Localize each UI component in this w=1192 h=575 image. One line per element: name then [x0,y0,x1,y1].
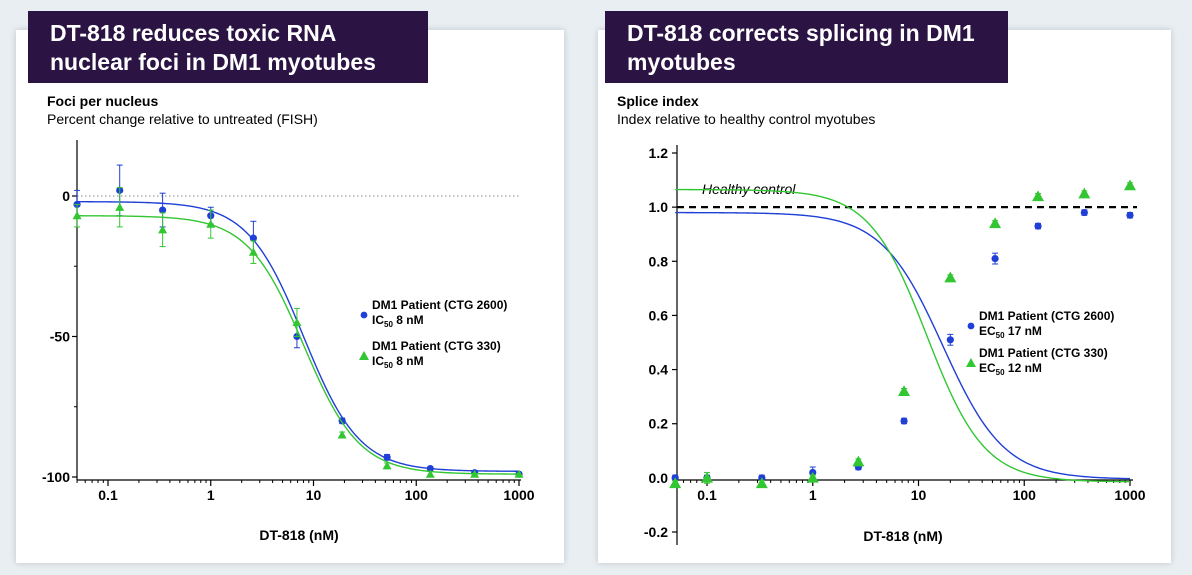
data-point [1078,187,1091,199]
data-point [382,461,392,470]
data-point [159,206,167,214]
x-tick-label: 1 [207,487,215,503]
healthy-control-label: Healthy control [702,181,796,197]
x-axis-label: DT-818 (nM) [259,527,338,543]
fit-curve-ctg2600 [675,211,1131,480]
y-tick-label: 1.2 [649,145,669,161]
data-point [1126,211,1134,219]
data-point [514,469,524,478]
foci-chart: 0 -50 -100 0.1 1 10 100 1000 DT-818 (nM) DM1 Pati… [42,140,535,543]
data-point [989,217,1002,229]
splice-chart: 1.2 1.0 0.8 0.6 0.4 0.2 0.0 -0.2 0.1 1 10 100 1000 DT… [644,145,1146,545]
right-chart-title: Splice index [617,93,699,109]
data-point [383,453,391,461]
data-point [158,225,168,234]
legend-label: DM1 Patient (CTG 2600) [979,309,1114,323]
legend-value: EC50 12 nM [979,361,1042,377]
y-tick-label: 0.6 [649,307,669,323]
data-point [1080,208,1088,217]
right-banner: DT-818 corrects splicing in DM1 myotubes [605,11,1008,83]
data-point [115,202,125,211]
legend-label: DM1 Patient (CTG 2600) [372,298,507,312]
x-tick-label: 1 [809,487,817,503]
y-tick-label: 0.0 [649,470,669,486]
data-point [669,477,682,489]
data-point [1032,190,1045,202]
data-point [337,430,347,439]
data-point [470,469,480,478]
x-tick-label: 0.1 [697,487,717,503]
y-tick-label: -50 [50,329,70,345]
x-tick-label: 100 [1013,487,1037,503]
data-point [991,254,999,263]
data-point [425,469,435,478]
x-axis-label: DT-818 (nM) [863,528,942,544]
data-point [806,471,819,483]
fit-curve-ctg330 [77,215,520,475]
legend-marker [360,311,368,319]
y-tick-label: 1.0 [649,199,669,215]
x-tick-label: 1000 [1114,487,1145,503]
x-tick-label: 0.1 [98,487,118,503]
data-point [1034,222,1042,230]
right-banner-line1: DT-818 corrects splicing in DM1 [627,20,975,46]
legend-marker [966,358,976,367]
data-point [900,417,908,425]
right-chart-panel [598,30,1171,563]
y-tick-label: 0.2 [649,416,669,432]
fit-curve-ctg330 [675,188,1131,483]
legend-value: EC50 17 nM [979,324,1042,340]
y-tick-label: 0.4 [649,362,669,378]
left-chart-title: Foci per nucleus [47,93,159,109]
data-point [755,477,768,489]
right-chart-heading: Splice index Index relative to healthy c… [617,93,875,128]
data-point [1124,179,1136,191]
x-tick-label: 10 [911,487,927,503]
left-banner: DT-818 reduces toxic RNA nuclear foci in… [28,11,428,83]
y-tick-label: -0.2 [644,524,668,540]
data-point [701,471,713,483]
y-tick-label: 0 [62,188,70,204]
y-tick-label: -100 [42,469,70,485]
left-banner-line2: nuclear foci in DM1 myotubes [50,49,376,75]
data-point [206,219,216,228]
left-chart-heading: Foci per nucleus Percent change relative… [47,93,318,128]
left-chart-subtitle: Percent change relative to untreated (FI… [47,111,318,127]
right-banner-line2: myotubes [627,49,736,75]
legend-marker [359,351,369,360]
legend-label: DM1 Patient (CTG 330) [979,346,1108,360]
legend-value: IC50 8 nM [372,354,424,370]
legend-marker [967,322,975,330]
data-point [852,455,865,467]
x-tick-label: 10 [306,487,322,503]
x-tick-label: 100 [405,487,429,503]
right-chart-subtitle: Index relative to healthy control myotub… [617,111,876,127]
data-point [426,464,434,473]
data-point [248,247,258,256]
data-point [946,336,954,344]
y-tick-label: 0.8 [649,253,669,269]
data-point [898,385,911,397]
data-point [944,271,957,283]
data-point [72,211,82,220]
data-point [249,234,257,242]
left-banner-line1: DT-818 reduces toxic RNA [50,20,337,46]
x-tick-label: 1000 [503,487,534,503]
legend-value: IC50 8 nM [372,313,424,329]
data-point [292,317,302,327]
legend-label: DM1 Patient (CTG 330) [372,339,501,353]
